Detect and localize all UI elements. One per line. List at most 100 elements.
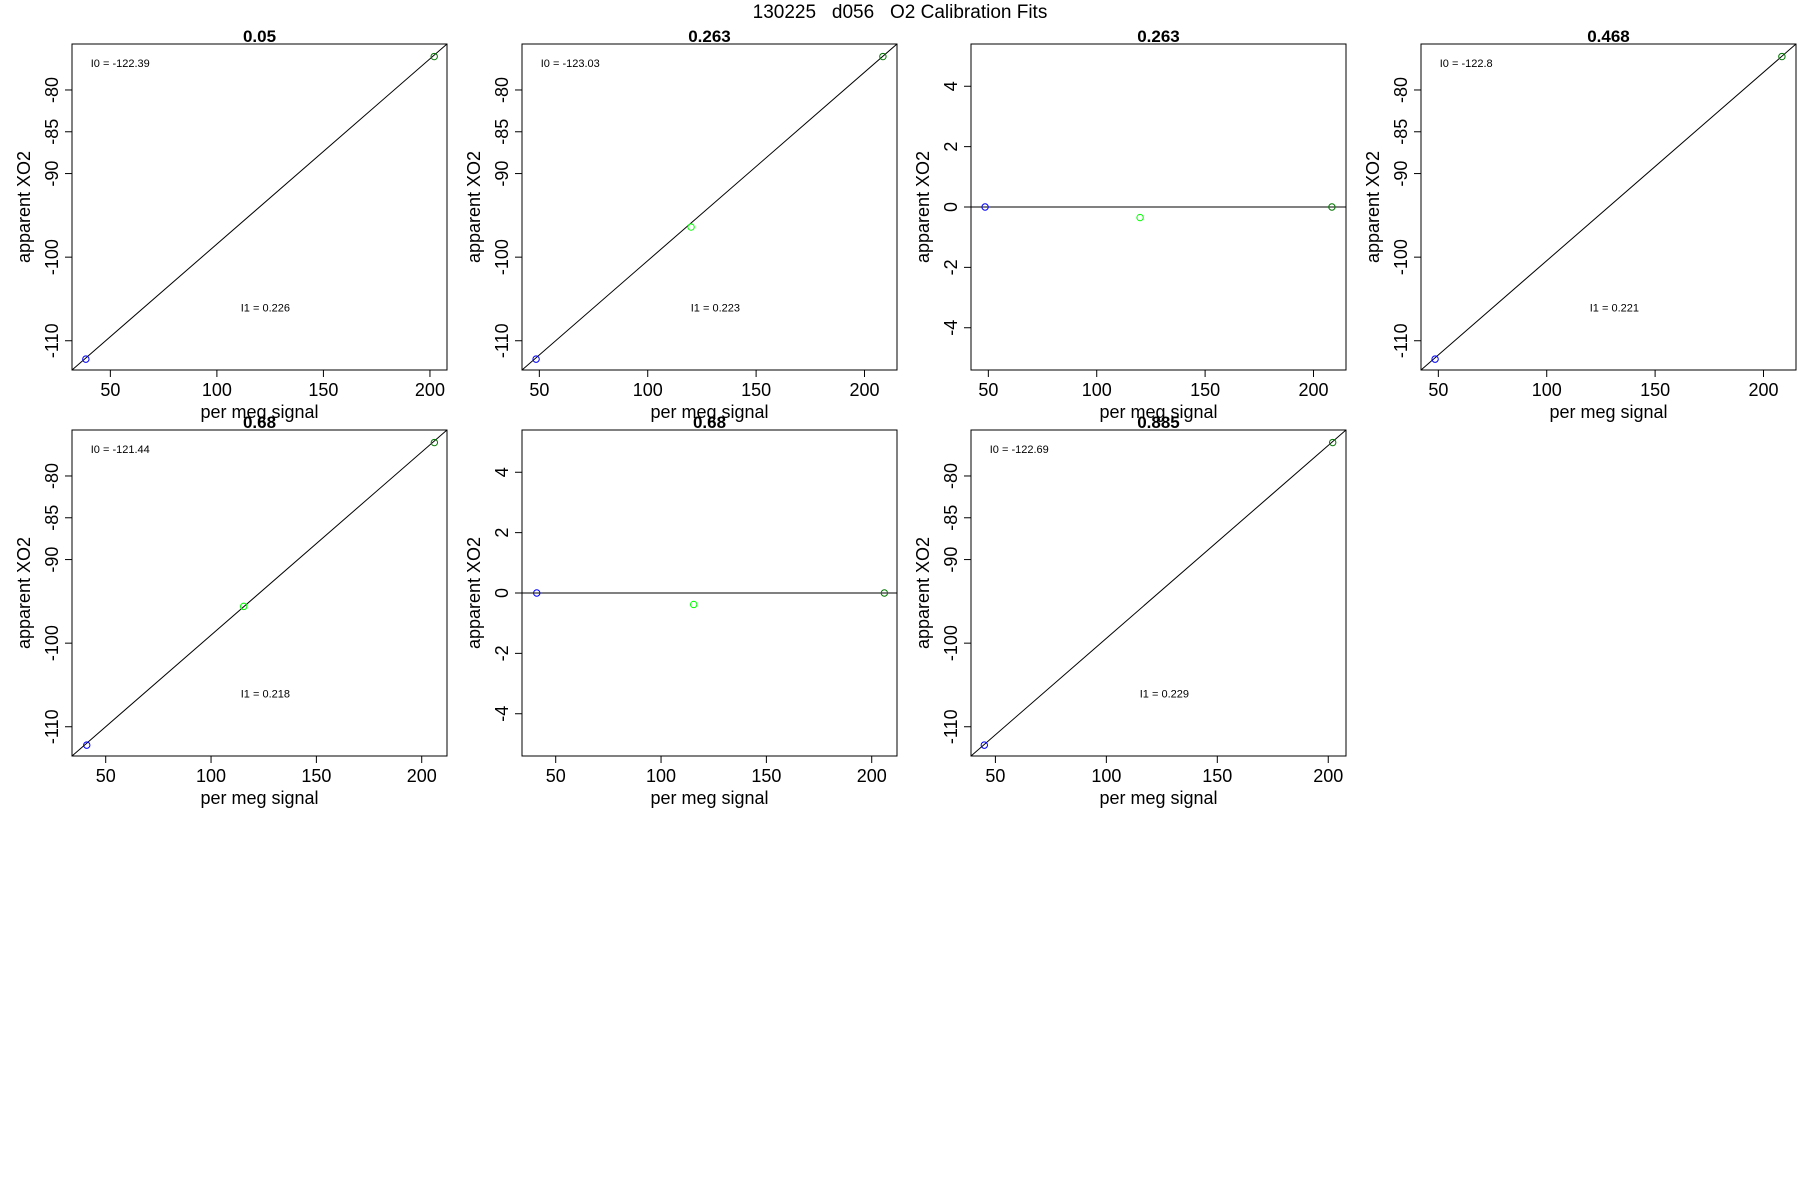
y-tick-label: -90	[42, 161, 62, 187]
plot-frame	[71, 429, 448, 757]
x-tick-label: 150	[751, 766, 781, 786]
fit-annotation: I0 = -122.39	[91, 58, 150, 70]
calibration-panel: 0.468 50 100 150 200 per meg signal -110 -100 -9…	[1363, 27, 1797, 422]
fit-annotation: I1 = 0.229	[1140, 688, 1189, 700]
x-tick-label: 200	[1298, 380, 1328, 400]
y-tick-label: -80	[1391, 77, 1411, 103]
y-tick-label: -110	[1391, 323, 1411, 358]
panel-title: 0.68	[693, 413, 726, 432]
x-tick-label: 150	[308, 380, 338, 400]
x-axis-label: per meg signal	[1099, 788, 1217, 808]
data-point	[687, 223, 695, 231]
data-point	[430, 52, 438, 61]
y-tick-label: 4	[941, 81, 961, 91]
x-tick-label: 150	[1640, 380, 1670, 400]
panel-title: 0.468	[1587, 27, 1630, 46]
data-point	[239, 602, 248, 611]
x-axis-label: per meg signal	[1549, 402, 1667, 422]
y-tick-label: 2	[492, 528, 512, 538]
data-point	[1778, 52, 1786, 61]
data-point	[981, 203, 989, 211]
x-tick-label: 50	[96, 766, 116, 786]
x-tick-label: 100	[646, 766, 676, 786]
y-tick-label: -4	[941, 320, 961, 336]
x-tick-label: 200	[857, 766, 887, 786]
y-tick-label: -80	[42, 77, 62, 103]
x-axis-label: per meg signal	[650, 402, 768, 422]
y-tick-label: -2	[492, 645, 512, 661]
panel-title: 0.68	[243, 413, 276, 432]
data-point	[1136, 213, 1144, 222]
data-point	[1328, 203, 1336, 211]
data-point	[430, 438, 439, 447]
fit-annotation: I0 = -121.44	[91, 444, 150, 456]
x-tick-label: 200	[407, 766, 437, 786]
y-axis-label: apparent XO2	[464, 537, 484, 649]
y-tick-label: 0	[492, 588, 512, 598]
x-tick-label: 50	[546, 766, 566, 786]
y-axis-label: apparent XO2	[913, 151, 933, 263]
y-tick-label: 0	[941, 202, 961, 212]
data-point	[83, 741, 91, 749]
calibration-panel: 0.263 50 100 150 200 per meg signal -110 -100 -9…	[464, 27, 898, 422]
fit-annotation: I1 = 0.221	[1590, 302, 1639, 314]
fit-annotation: I1 = 0.218	[241, 688, 290, 700]
y-tick-label: -110	[492, 323, 512, 358]
y-tick-label: -4	[492, 706, 512, 722]
x-tick-label: 200	[1313, 766, 1343, 786]
x-axis-label: per meg signal	[650, 788, 768, 808]
data-point	[689, 600, 698, 609]
fit-annotation: I1 = 0.226	[241, 302, 290, 314]
y-tick-label: -100	[42, 239, 62, 275]
data-point	[879, 52, 887, 61]
x-axis-label: per meg signal	[200, 788, 318, 808]
calibration-panel: 0.68 50 100 150 200 per meg signal -4 -2 0 2 4 appa…	[464, 413, 898, 808]
calibration-panel: 0.885 50 100 150 200 per meg signal -110 -100 -9…	[913, 413, 1347, 808]
calibration-panel: 0.68 50 100 150 200 per meg signal -110 -100 -90…	[14, 413, 448, 808]
y-tick-label: -80	[42, 463, 62, 489]
panel-title: 0.05	[243, 27, 276, 46]
fit-annotation: I0 = -122.8	[1440, 58, 1493, 70]
data-point	[880, 589, 889, 597]
x-tick-label: 100	[196, 766, 226, 786]
y-tick-label: -85	[42, 119, 62, 145]
x-tick-label: 100	[202, 380, 232, 400]
x-tick-label: 50	[529, 380, 549, 400]
panel-title: 0.885	[1137, 413, 1180, 432]
y-axis-label: apparent XO2	[464, 151, 484, 263]
plot-frame	[71, 43, 448, 371]
y-tick-label: -85	[941, 505, 961, 531]
y-tick-label: -85	[1391, 119, 1411, 145]
x-tick-label: 50	[100, 380, 120, 400]
y-tick-label: -100	[1391, 239, 1411, 275]
x-tick-label: 150	[1190, 380, 1220, 400]
y-tick-label: -85	[42, 505, 62, 531]
y-tick-label: -90	[492, 161, 512, 187]
data-point	[1328, 438, 1337, 447]
y-axis-label: apparent XO2	[913, 537, 933, 649]
data-point	[1431, 355, 1439, 363]
calibration-panel: 0.263 50 100 150 200 per meg signal -4 -2 0 2 4 app…	[913, 27, 1347, 422]
y-tick-label: -100	[492, 239, 512, 275]
x-tick-label: 50	[978, 380, 998, 400]
plot-frame	[970, 429, 1347, 757]
x-tick-label: 200	[1748, 380, 1778, 400]
y-axis-label: apparent XO2	[14, 151, 34, 263]
x-tick-label: 200	[415, 380, 445, 400]
data-point	[980, 741, 989, 749]
y-tick-label: 4	[492, 467, 512, 477]
data-point	[533, 589, 541, 597]
y-tick-label: -80	[492, 77, 512, 103]
y-tick-label: -90	[42, 547, 62, 573]
plot-frame	[1420, 43, 1797, 371]
x-axis-label: per meg signal	[1099, 402, 1217, 422]
y-tick-label: -100	[42, 625, 62, 661]
x-tick-label: 150	[1202, 766, 1232, 786]
y-tick-label: -90	[941, 547, 961, 573]
plot-frame	[521, 43, 898, 371]
data-point	[532, 355, 540, 363]
fit-line	[971, 430, 1346, 756]
y-tick-label: -110	[941, 709, 961, 744]
x-tick-label: 100	[1082, 380, 1112, 400]
x-tick-label: 150	[741, 380, 771, 400]
